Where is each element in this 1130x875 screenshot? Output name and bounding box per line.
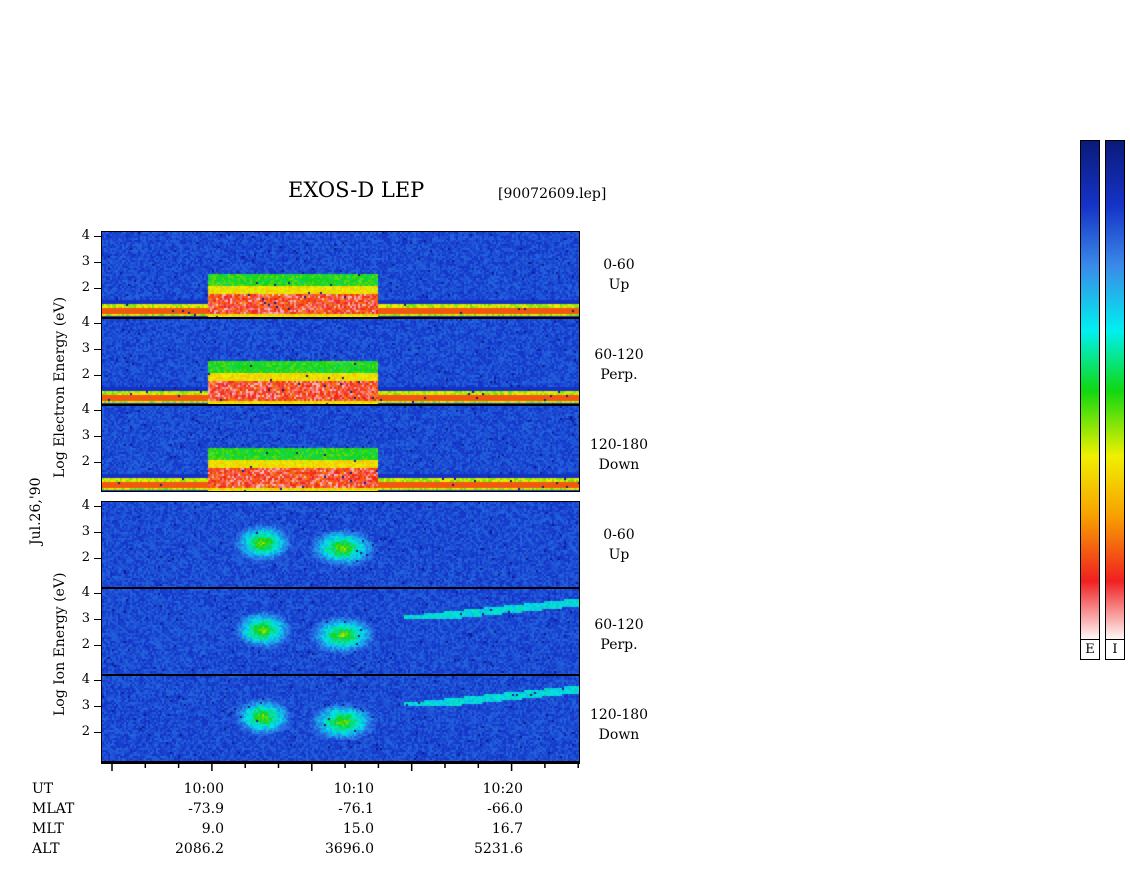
y-tick-label: 3 — [81, 524, 90, 539]
electron-ylabel: Log Electron Energy (eV) — [52, 296, 68, 478]
y-tick-mark — [94, 680, 101, 681]
panel-label-i-perp: 60-120 Perp. — [584, 615, 654, 655]
y-tick-label: 4 — [81, 315, 90, 330]
ut-tick-2: 10:10 — [333, 781, 374, 797]
panel-label-e-down: 120-180 Down — [584, 435, 654, 475]
y-tick-label: 3 — [81, 254, 90, 269]
y-tick-label: 2 — [81, 637, 90, 652]
y-tick-mark — [94, 558, 101, 559]
y-tick-label: 3 — [81, 698, 90, 713]
heatmap-panel-e-up — [101, 231, 580, 318]
alt-value-2: 3696.0 — [325, 841, 374, 857]
y-tick-label: 4 — [81, 228, 90, 243]
direction: Perp. — [600, 637, 638, 653]
colorbar-gradient — [1106, 141, 1124, 641]
ut-row-label: UT — [32, 781, 54, 797]
y-tick-mark — [94, 462, 101, 463]
mlt-row-label: MLT — [32, 821, 64, 837]
pitch-range: 60-120 — [594, 617, 644, 633]
y-tick-label: 3 — [81, 611, 90, 626]
y-tick-label: 4 — [81, 585, 90, 600]
y-tick-mark — [94, 706, 101, 707]
heatmap-panel-e-down — [101, 405, 580, 492]
y-tick-mark — [94, 593, 101, 594]
y-tick-mark — [94, 288, 101, 289]
alt-value-3: 5231.6 — [474, 841, 523, 857]
pitch-range: 0-60 — [603, 257, 635, 273]
y-tick-label: 3 — [81, 428, 90, 443]
y-tick-mark — [94, 410, 101, 411]
panel-label-e-up: 0-60 Up — [584, 255, 654, 295]
y-tick-label: 2 — [81, 724, 90, 739]
date-label: Jul.26,'90 — [28, 477, 44, 545]
colorbar-gradient — [1081, 141, 1099, 641]
mlat-value-3: -66.0 — [487, 801, 523, 817]
y-tick-mark — [94, 349, 101, 350]
panel-label-i-down: 120-180 Down — [584, 705, 654, 745]
alt-row-label: ALT — [32, 841, 60, 857]
y-tick-mark — [94, 323, 101, 324]
y-tick-label: 2 — [81, 550, 90, 565]
pitch-range: 120-180 — [589, 707, 649, 723]
ut-tick-3: 10:20 — [482, 781, 523, 797]
ion-ylabel: Log Ion Energy (eV) — [52, 572, 68, 716]
mlt-value-3: 16.7 — [491, 821, 523, 837]
y-tick-mark — [94, 645, 101, 646]
mlat-value-2: -76.1 — [338, 801, 374, 817]
y-tick-mark — [94, 262, 101, 263]
y-tick-mark — [94, 732, 101, 733]
direction: Up — [608, 277, 630, 293]
y-tick-mark — [94, 436, 101, 437]
y-tick-label: 2 — [81, 280, 90, 295]
y-tick-mark — [94, 532, 101, 533]
direction: Down — [598, 457, 640, 473]
direction: Up — [608, 547, 630, 563]
panel-label-e-perp: 60-120 Perp. — [584, 345, 654, 385]
pitch-range: 0-60 — [603, 527, 635, 543]
chart-title: EXOS-D LEP — [288, 178, 425, 202]
y-tick-label: 2 — [81, 367, 90, 382]
colorbar-label: E — [1081, 639, 1099, 659]
y-tick-label: 4 — [81, 672, 90, 687]
y-tick-label: 3 — [81, 341, 90, 356]
heatmap-panel-i-down — [101, 675, 580, 762]
colorbar-electron: E — [1080, 140, 1100, 660]
mlt-value-1: 9.0 — [201, 821, 224, 837]
y-tick-mark — [94, 506, 101, 507]
y-tick-mark — [94, 236, 101, 237]
direction: Down — [598, 727, 640, 743]
y-tick-label: 4 — [81, 498, 90, 513]
y-tick-label: 4 — [81, 402, 90, 417]
heatmap-panel-e-perp — [101, 318, 580, 405]
y-tick-mark — [94, 375, 101, 376]
panel-label-i-up: 0-60 Up — [584, 525, 654, 565]
heatmap-panel-i-perp — [101, 588, 580, 675]
colorbar-label: I — [1106, 639, 1124, 659]
mlat-value-1: -73.9 — [188, 801, 224, 817]
ut-tick-1: 10:00 — [183, 781, 224, 797]
pitch-range: 60-120 — [594, 347, 644, 363]
mlt-value-2: 15.0 — [342, 821, 374, 837]
y-tick-mark — [94, 619, 101, 620]
alt-value-1: 2086.2 — [175, 841, 224, 857]
x-axis — [101, 762, 580, 771]
y-tick-label: 2 — [81, 454, 90, 469]
pitch-range: 120-180 — [589, 437, 649, 453]
heatmap-panel-i-up — [101, 501, 580, 588]
file-name: [90072609.lep] — [498, 186, 607, 202]
direction: Perp. — [600, 367, 638, 383]
colorbar-ion: I — [1105, 140, 1125, 660]
mlat-row-label: MLAT — [32, 801, 75, 817]
